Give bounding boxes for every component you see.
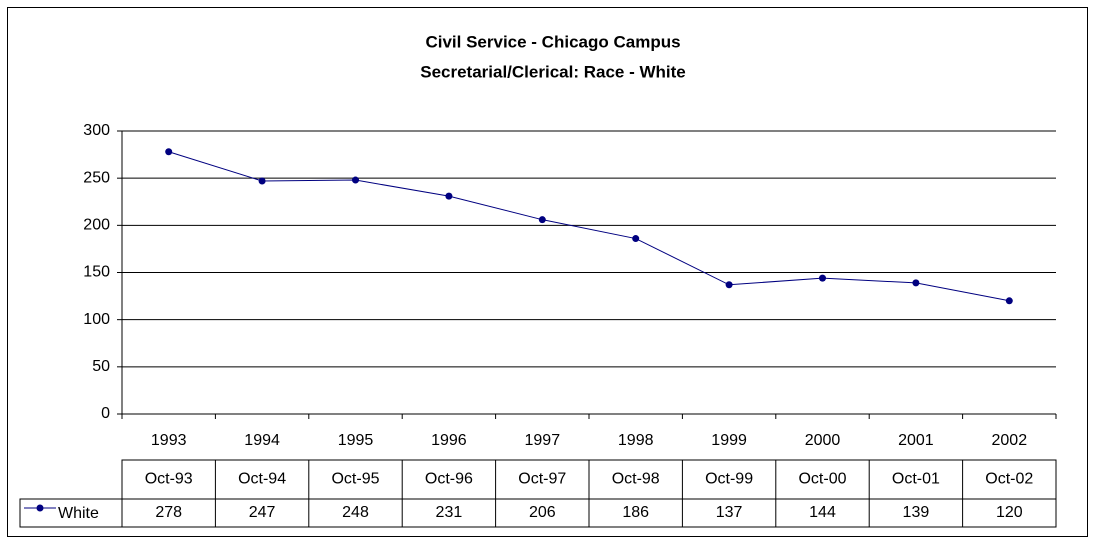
y-tick-label: 200	[83, 217, 110, 234]
data-table-header-cell: Oct-96	[425, 471, 473, 488]
data-table-cell: 120	[996, 504, 1023, 521]
series-marker	[538, 216, 546, 224]
x-tick-label: 2002	[992, 432, 1028, 449]
x-tick-label: 1996	[431, 432, 467, 449]
series-marker	[819, 274, 826, 282]
series-marker	[352, 176, 359, 184]
data-table-cell: 144	[809, 504, 836, 521]
chart-subtitle: Secretarial/Clerical: Race - White	[420, 62, 686, 81]
x-tick-label: 1997	[525, 432, 561, 449]
series-line	[168, 151, 1010, 302]
legend-label: White	[58, 505, 99, 522]
data-table-cell: 248	[342, 504, 369, 521]
x-tick-label: 1999	[711, 432, 747, 449]
data-table-cell: 206	[529, 504, 556, 521]
data-table-header-cell: Oct-01	[892, 471, 940, 488]
y-tick-label: 0	[101, 405, 110, 422]
data-table-header-cell: Oct-00	[798, 471, 846, 488]
y-tick-label: 150	[83, 264, 110, 281]
legend-marker	[36, 504, 44, 512]
data-table-cell: 247	[249, 504, 276, 521]
series-marker	[445, 192, 453, 200]
series-marker	[912, 279, 920, 287]
data-table-header-cell: Oct-93	[145, 471, 193, 488]
x-tick-label: 1998	[618, 432, 654, 449]
series-marker	[165, 148, 173, 156]
y-tick-label: 250	[83, 169, 110, 186]
series-marker	[1005, 297, 1013, 305]
data-table-cell: 278	[155, 504, 182, 521]
data-table-header-cell: Oct-02	[985, 471, 1033, 488]
data-table-header-cell: Oct-99	[705, 471, 753, 488]
x-tick-label: 1993	[151, 432, 187, 449]
y-tick-label: 300	[83, 122, 110, 139]
series-marker	[632, 235, 640, 243]
x-tick-label: 2001	[898, 432, 934, 449]
data-table-row	[19, 498, 1057, 528]
data-table-header-cell: Oct-95	[331, 471, 379, 488]
x-tick-label: 2000	[805, 432, 841, 449]
data-table-cell: 139	[903, 504, 930, 521]
chart-title: Civil Service - Chicago Campus	[425, 32, 680, 51]
data-table-cell: 186	[622, 504, 649, 521]
data-table-cell: 137	[716, 504, 743, 521]
data-table-header-cell: Oct-98	[612, 471, 660, 488]
data-table-cell: 231	[436, 504, 463, 521]
y-tick-label: 50	[92, 358, 110, 375]
y-tick-label: 100	[83, 311, 110, 328]
series-marker	[258, 177, 266, 185]
series-marker	[725, 281, 733, 289]
x-tick-label: 1995	[338, 432, 374, 449]
data-table-header-cell: Oct-94	[238, 471, 286, 488]
x-tick-label: 1994	[244, 432, 280, 449]
data-table-header-cell: Oct-97	[518, 471, 566, 488]
